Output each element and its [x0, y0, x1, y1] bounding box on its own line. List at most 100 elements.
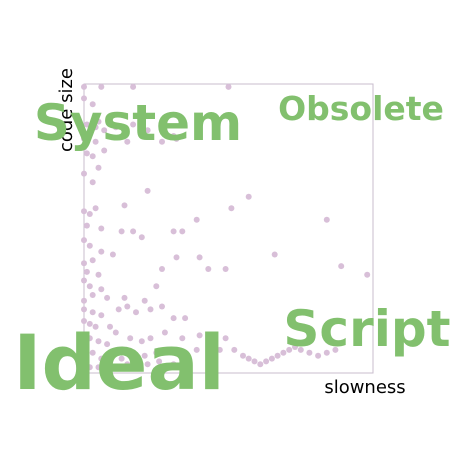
data-point — [86, 283, 93, 290]
data-point — [257, 361, 264, 368]
data-point — [98, 225, 105, 232]
data-point — [127, 335, 134, 342]
data-point — [89, 257, 96, 264]
data-point — [104, 341, 111, 348]
data-point — [124, 361, 131, 368]
data-point — [89, 101, 96, 108]
data-point — [81, 237, 87, 244]
data-point — [130, 228, 137, 235]
data-point — [112, 329, 119, 336]
data-point — [89, 179, 96, 186]
data-point — [81, 170, 87, 177]
data-point — [159, 266, 165, 272]
data-point — [112, 124, 119, 131]
data-point — [205, 266, 212, 272]
data-point — [104, 367, 111, 374]
data-point — [315, 352, 322, 359]
data-point — [92, 205, 99, 212]
data-point — [159, 138, 165, 145]
data-point — [231, 346, 238, 353]
data-point — [83, 222, 90, 229]
data-point — [89, 349, 96, 356]
data-point — [170, 228, 177, 235]
data-point — [124, 303, 131, 310]
data-point — [115, 306, 122, 313]
data-point — [81, 135, 87, 142]
data-point — [179, 352, 186, 359]
data-point — [81, 208, 87, 215]
y-axis-label: code size — [56, 68, 77, 152]
data-point — [81, 83, 87, 90]
data-point — [216, 346, 223, 353]
data-point — [225, 83, 232, 90]
data-point — [292, 344, 298, 350]
data-point — [104, 294, 111, 301]
data-point — [95, 364, 102, 371]
data-point — [81, 95, 87, 102]
data-point — [83, 121, 90, 128]
data-point — [306, 349, 313, 356]
data-point — [83, 150, 90, 157]
data-point — [86, 211, 93, 217]
data-point — [81, 346, 87, 353]
data-point — [222, 335, 229, 342]
data-point — [81, 332, 87, 339]
points-layer — [81, 83, 371, 374]
data-point — [95, 118, 102, 125]
data-point — [245, 355, 252, 362]
data-point — [124, 138, 131, 145]
data-point — [179, 335, 186, 342]
data-point — [86, 364, 93, 371]
data-point — [364, 271, 371, 278]
data-point — [86, 242, 93, 249]
data-point — [98, 355, 105, 362]
data-point — [133, 309, 139, 316]
data-point — [130, 83, 137, 90]
data-point — [81, 361, 87, 368]
data-point — [95, 338, 102, 345]
data-point — [81, 277, 87, 284]
data-point — [222, 266, 229, 272]
data-point — [141, 297, 148, 304]
data-point — [98, 83, 105, 90]
data-point — [141, 352, 148, 359]
data-point — [92, 124, 99, 131]
data-point — [92, 323, 99, 330]
data-point — [193, 346, 200, 353]
data-point — [89, 309, 96, 316]
data-point — [147, 335, 154, 342]
data-point — [185, 358, 191, 365]
data-point — [147, 306, 154, 313]
data-point — [286, 346, 293, 353]
data-point — [144, 127, 151, 134]
data-point — [323, 349, 330, 356]
data-point — [115, 364, 122, 371]
data-point — [240, 352, 246, 359]
data-point — [138, 338, 145, 345]
data-point — [81, 260, 87, 267]
data-point — [332, 346, 339, 353]
data-point — [118, 355, 125, 362]
data-point — [268, 355, 275, 362]
data-point — [338, 263, 345, 270]
data-point — [121, 202, 128, 209]
data-point — [81, 297, 87, 304]
data-point — [107, 323, 113, 330]
data-point — [153, 283, 160, 290]
data-point — [81, 144, 87, 151]
data-point — [133, 364, 139, 371]
data-point — [98, 248, 105, 255]
data-point — [263, 358, 270, 365]
data-point — [138, 234, 145, 241]
data-point — [211, 338, 218, 345]
x-axis-label: slowness — [324, 377, 405, 398]
data-point — [271, 251, 278, 258]
data-point — [193, 216, 200, 223]
data-point — [92, 138, 99, 145]
data-point — [121, 294, 128, 301]
data-point — [173, 135, 180, 142]
data-point — [170, 315, 177, 322]
data-point — [86, 335, 93, 342]
data-point — [245, 193, 252, 200]
